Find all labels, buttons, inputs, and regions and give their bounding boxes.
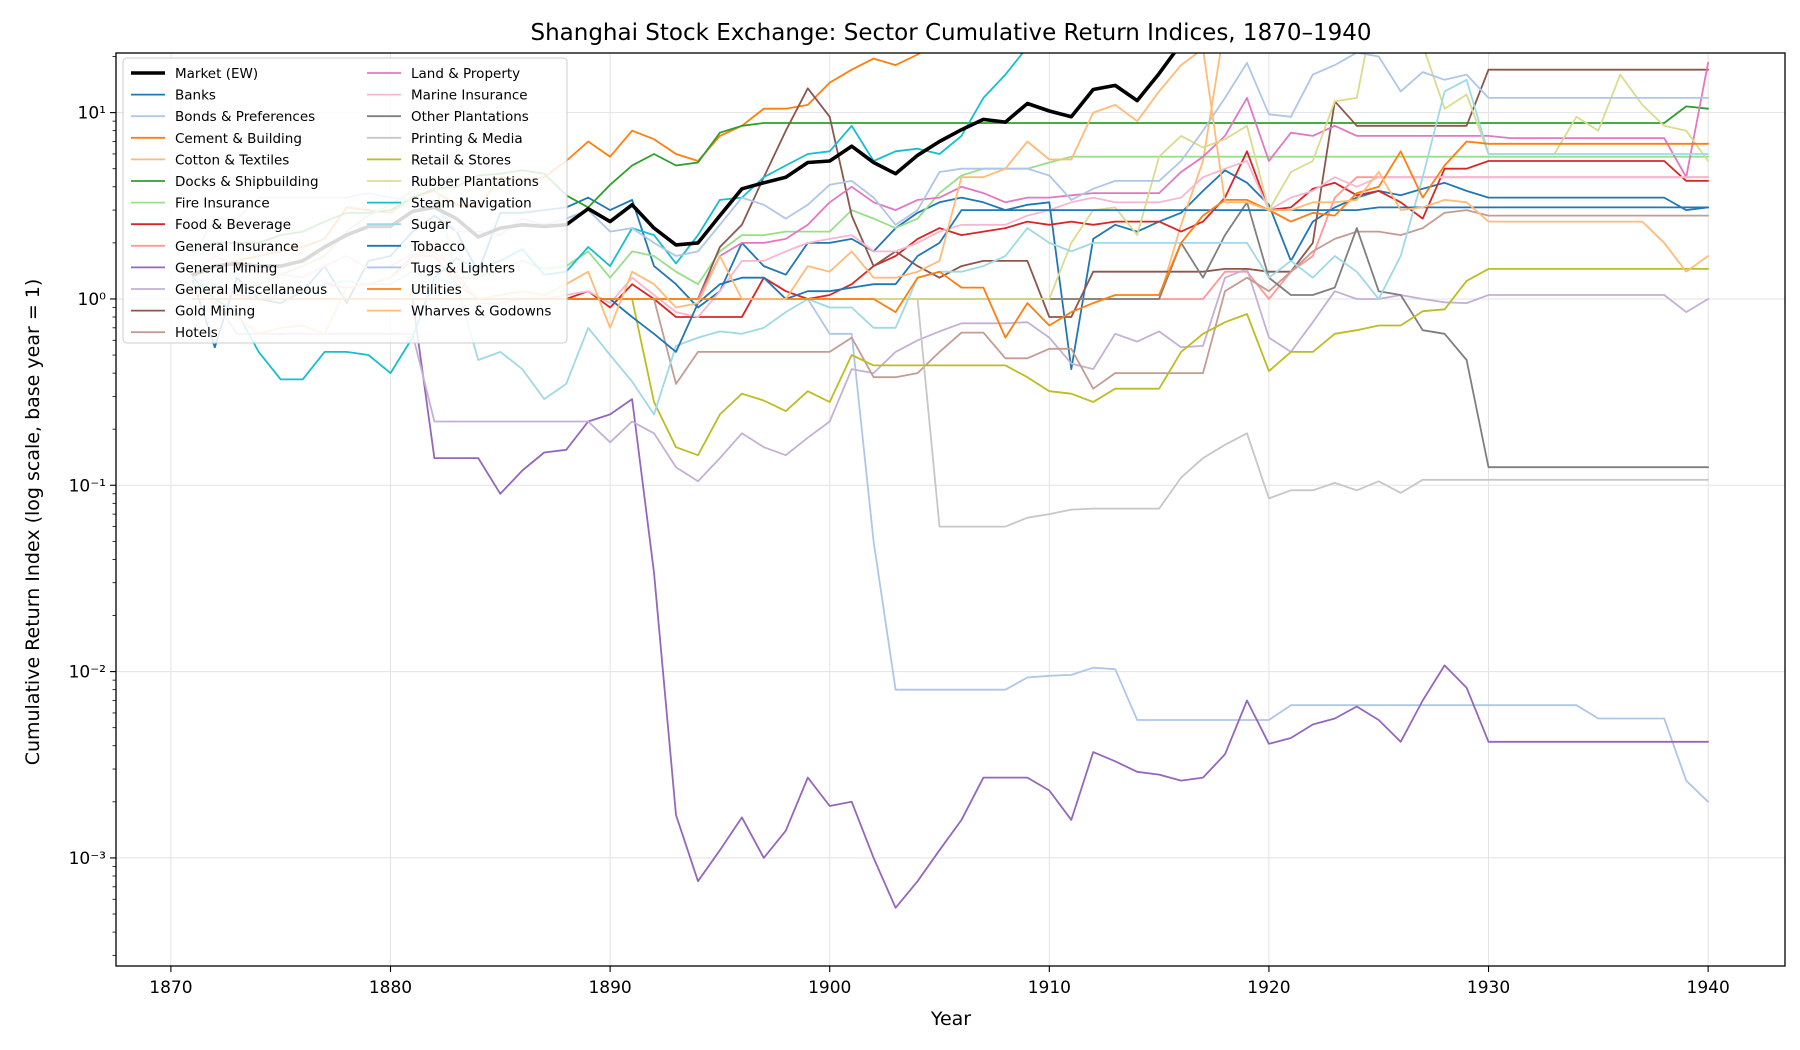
legend-label-market-ew: Market (EW) — [175, 66, 258, 82]
y-tick-label: 10⁰ — [78, 290, 107, 310]
legend-box — [122, 57, 568, 344]
chart-title: Shanghai Stock Exchange: Sector Cumulati… — [530, 20, 1371, 46]
x-tick-label: 1880 — [369, 978, 412, 998]
legend-label-bonds-preferences: Bonds & Preferences — [175, 109, 315, 125]
legend-label-wharves-godowns: Wharves & Godowns — [411, 304, 551, 320]
legend-label-hotels: Hotels — [175, 325, 218, 341]
x-tick-label: 1900 — [808, 978, 851, 998]
legend-label-other-plantations: Other Plantations — [411, 109, 529, 125]
legend-label-gold-mining: Gold Mining — [175, 304, 255, 320]
x-axis-title: Year — [930, 1008, 971, 1030]
series-line-general-mining — [192, 298, 1709, 909]
y-tick-label: 10⁻¹ — [69, 476, 106, 496]
legend-label-fire-insurance: Fire Insurance — [175, 196, 270, 212]
legend-label-marine-insurance: Marine Insurance — [411, 88, 528, 104]
x-tick-label: 1940 — [1687, 978, 1730, 998]
gridlines — [116, 53, 1785, 966]
legend-label-land-property: Land & Property — [411, 66, 520, 82]
legend-label-food-beverage: Food & Beverage — [175, 217, 291, 233]
legend-label-banks: Banks — [175, 88, 216, 104]
y-axis-title: Cumulative Return Index (log scale, base… — [22, 279, 44, 766]
legend-label-cotton-textiles: Cotton & Textiles — [175, 152, 289, 168]
legend-label-cement-building: Cement & Building — [175, 131, 302, 147]
x-tick-label: 1870 — [149, 978, 192, 998]
y-axis: 10⁻³10⁻²10⁻¹10⁰10¹10² — [69, 56, 116, 956]
x-axis: 1870 1880 1890 1900 1910 1920 1930 1940 — [149, 966, 1730, 998]
x-tick-label: 1910 — [1028, 978, 1071, 998]
legend-label-general-miscellaneous: General Miscellaneous — [175, 282, 327, 298]
legend-label-tugs-lighters: Tugs & Lighters — [410, 260, 515, 276]
legend: Market (EW) Banks Bonds & Preferences Cemen… — [122, 57, 568, 344]
legend-label-tobacco: Tobacco — [410, 239, 465, 255]
y-tick-label: 10⁻³ — [69, 849, 106, 869]
legend-label-general-insurance: General Insurance — [175, 239, 299, 255]
x-tick-label: 1930 — [1467, 978, 1510, 998]
legend-label-sugar: Sugar — [411, 217, 451, 233]
legend-label-printing-media: Printing & Media — [411, 131, 523, 147]
legend-label-utilities: Utilities — [411, 282, 462, 298]
x-tick-label: 1920 — [1247, 978, 1290, 998]
legend-label-steam-navigation: Steam Navigation — [411, 196, 532, 212]
legend-label-rubber-plantations: Rubber Plantations — [411, 174, 539, 190]
series-line-general-miscellaneous — [192, 268, 1709, 483]
legend-label-general-mining: General Mining — [175, 260, 277, 276]
legend-label-docks-shipbuilding: Docks & Shipbuilding — [175, 174, 319, 190]
legend-label-retail-stores: Retail & Stores — [411, 152, 511, 168]
plot-frame — [115, 52, 1786, 967]
y-tick-label: 10⁻² — [69, 663, 106, 683]
y-tick-label: 10¹ — [78, 104, 106, 124]
x-tick-label: 1890 — [588, 978, 631, 998]
